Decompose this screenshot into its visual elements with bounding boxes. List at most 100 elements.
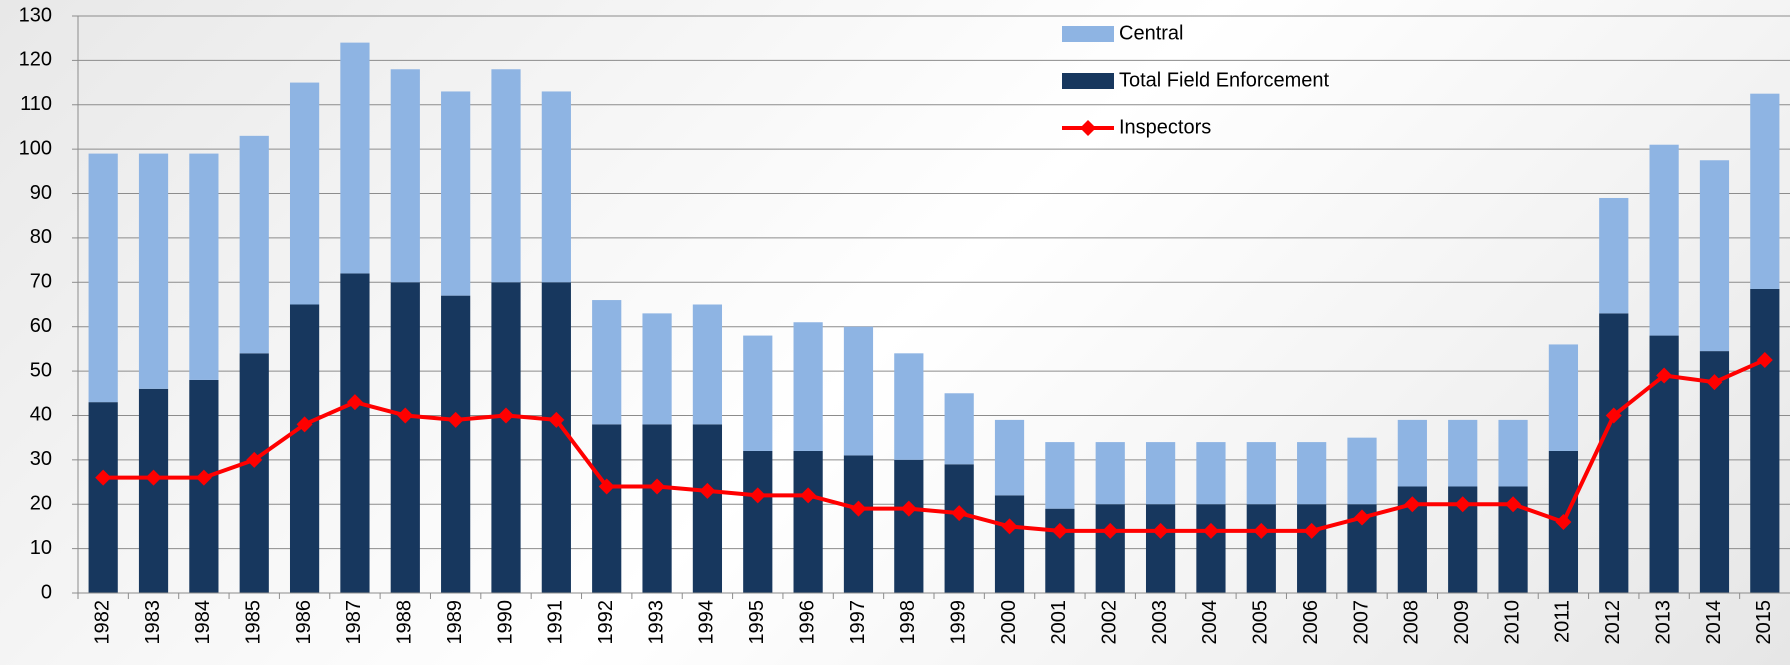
bar — [541, 91, 571, 283]
marker — [1605, 407, 1622, 424]
x-tick-label: 1990 — [494, 600, 516, 645]
bar — [1750, 93, 1780, 289]
bar — [1095, 504, 1125, 593]
bar — [642, 313, 672, 425]
line — [103, 358, 1766, 533]
legend-marker — [1080, 120, 1096, 136]
marker — [1102, 522, 1119, 539]
marker — [900, 500, 917, 517]
bar — [239, 135, 269, 354]
x-tick-label: 1987 — [343, 600, 365, 645]
legend-swatch — [1062, 73, 1114, 89]
bar — [491, 69, 521, 283]
x-tick-label: 1993 — [645, 600, 667, 645]
x-tick-label: 1995 — [746, 600, 768, 645]
bar — [843, 455, 874, 593]
bar — [1599, 313, 1629, 593]
bar — [239, 353, 269, 593]
bar — [994, 419, 1025, 496]
marker — [397, 407, 414, 424]
bar — [189, 153, 219, 380]
bar — [793, 322, 823, 451]
x-tick-label: 1996 — [796, 600, 818, 645]
bar — [1045, 508, 1075, 593]
y-tick-label: 60 — [30, 315, 52, 337]
marker — [1354, 509, 1370, 526]
legend-label: Central — [1119, 22, 1183, 44]
bar — [944, 393, 974, 465]
legend-label: Inspectors — [1119, 116, 1211, 138]
x-tick-label: 1989 — [444, 600, 466, 645]
marker — [1706, 374, 1723, 391]
bar — [1145, 442, 1176, 505]
bar — [743, 335, 773, 451]
x-tick-label: 2008 — [1401, 600, 1423, 645]
bar — [894, 353, 924, 460]
bar — [1599, 197, 1629, 314]
marker — [1756, 351, 1773, 368]
bar — [289, 304, 320, 593]
bar — [88, 153, 118, 403]
y-tick-label: 30 — [30, 448, 52, 470]
marker — [649, 478, 666, 495]
bar — [1347, 437, 1377, 505]
bar — [138, 388, 169, 593]
marker — [346, 394, 363, 411]
y-tick-label: 110 — [20, 93, 52, 115]
marker — [548, 411, 565, 428]
marker — [1001, 518, 1018, 535]
bar — [441, 295, 471, 593]
marker — [749, 487, 766, 504]
bar — [592, 424, 622, 593]
marker — [1051, 522, 1068, 539]
x-tick-label: 2014 — [1703, 600, 1725, 645]
x-tick-label: 2005 — [1250, 600, 1272, 645]
bar — [88, 402, 118, 593]
marker — [145, 469, 162, 486]
marker — [1656, 367, 1673, 384]
x-tick-label: 1991 — [545, 600, 567, 645]
bar — [994, 495, 1025, 593]
bar — [1196, 504, 1226, 593]
bar — [1699, 351, 1730, 593]
y-tick-label: 120 — [19, 49, 52, 71]
x-tick-label: 1994 — [696, 600, 718, 645]
marker — [1505, 496, 1522, 513]
x-tick-label: 2007 — [1350, 600, 1372, 645]
bar — [743, 450, 773, 593]
bar — [541, 282, 571, 593]
marker — [195, 469, 212, 486]
x-tick-label: 2000 — [998, 600, 1020, 645]
bar — [138, 153, 169, 389]
marker — [1152, 522, 1169, 539]
bar — [189, 379, 219, 593]
bar — [1397, 419, 1427, 487]
y-tick-label: 70 — [30, 271, 52, 293]
bar — [793, 450, 823, 593]
x-tick-label: 1982 — [91, 600, 113, 645]
bar — [592, 300, 622, 425]
marker — [498, 407, 514, 424]
x-tick-label: 2002 — [1099, 600, 1121, 645]
legend-swatch — [1062, 26, 1114, 42]
x-tick-label: 1999 — [947, 600, 969, 645]
marker — [246, 451, 263, 468]
bar — [1750, 288, 1780, 593]
marker — [296, 416, 313, 433]
x-tick-label: 1997 — [847, 600, 869, 645]
bar — [441, 91, 471, 296]
bar — [1448, 419, 1478, 487]
x-tick-label: 1983 — [142, 600, 164, 645]
legend-label: Total Field Enforcement — [1119, 69, 1330, 91]
marker — [699, 482, 716, 499]
x-tick-label: 1992 — [595, 600, 617, 645]
x-tick-label: 2003 — [1149, 600, 1171, 645]
x-tick-label: 1988 — [394, 600, 416, 645]
bar — [1297, 504, 1327, 593]
marker — [95, 469, 112, 486]
x-tick-label: 2004 — [1199, 600, 1221, 645]
y-tick-label: 10 — [30, 537, 52, 559]
x-tick-label: 2013 — [1652, 600, 1674, 645]
marker — [447, 411, 464, 428]
